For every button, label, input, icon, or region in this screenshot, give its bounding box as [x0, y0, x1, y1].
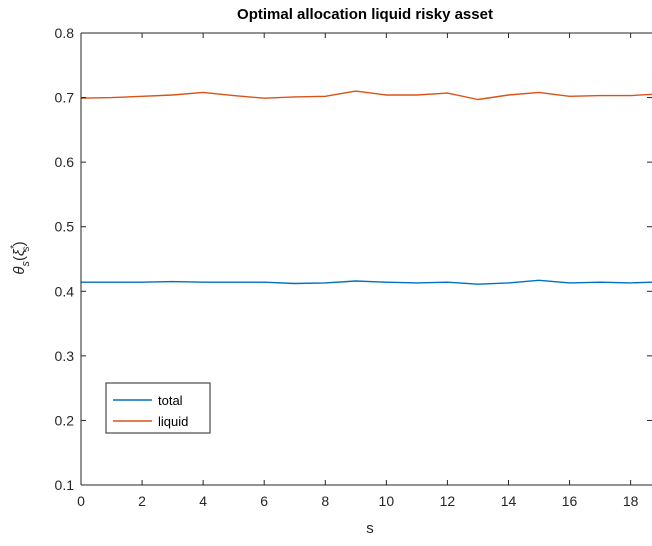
y-label-sub: s	[20, 260, 32, 266]
x-tick-label: 12	[440, 493, 456, 509]
x-tick-label: 4	[199, 493, 207, 509]
x-axis-label: s	[366, 520, 374, 537]
y-tick-label: 0.8	[55, 25, 75, 41]
series-line-liquid	[80, 90, 652, 101]
x-tick-label: 6	[260, 493, 268, 509]
legend-label-total: total	[158, 393, 183, 408]
x-tick-label: 2	[138, 493, 146, 509]
y-label-xi: ξ	[11, 248, 28, 256]
y-tick-label: 0.3	[55, 348, 75, 364]
y-label-paren-open: (	[11, 256, 28, 261]
svg-text:θs(ξ*s): θs(ξ*s)	[9, 241, 32, 274]
legend-label-liquid: liquid	[158, 414, 188, 429]
x-tick-label: 10	[379, 493, 395, 509]
y-label-paren-close: )	[11, 241, 28, 246]
x-tick-label: 8	[321, 493, 329, 509]
series-layer	[80, 90, 652, 285]
series-line-total	[81, 279, 652, 285]
y-tick-label: 0.6	[55, 154, 75, 170]
x-tick-label: 18	[623, 493, 639, 509]
y-label-theta: θ	[11, 266, 28, 274]
y-axis-ticks: 0.1 0.2 0.3 0.4 0.5 0.6 0.7 0.8	[55, 25, 652, 493]
y-label-xi-sub: s	[21, 246, 32, 251]
x-tick-label: 0	[77, 493, 85, 509]
x-tick-label: 16	[562, 493, 578, 509]
legend-box	[105, 382, 211, 434]
y-tick-label: 0.5	[55, 219, 75, 235]
y-tick-label: 0.1	[55, 477, 75, 493]
x-axis-ticks: 0 2 4 6 8 10 12 14 16 18	[77, 33, 639, 509]
y-tick-label: 0.7	[55, 90, 75, 106]
legend: total liquid	[105, 382, 211, 434]
x-tick-label: 14	[501, 493, 517, 509]
chart-title: Optimal allocation liquid risky asset	[237, 6, 493, 23]
y-label-xi-sup: *	[9, 244, 20, 249]
y-axis-label: θs(ξ*s)	[9, 241, 32, 274]
axes	[80, 32, 652, 486]
y-tick-label: 0.4	[55, 283, 75, 299]
y-tick-label: 0.2	[55, 412, 75, 428]
